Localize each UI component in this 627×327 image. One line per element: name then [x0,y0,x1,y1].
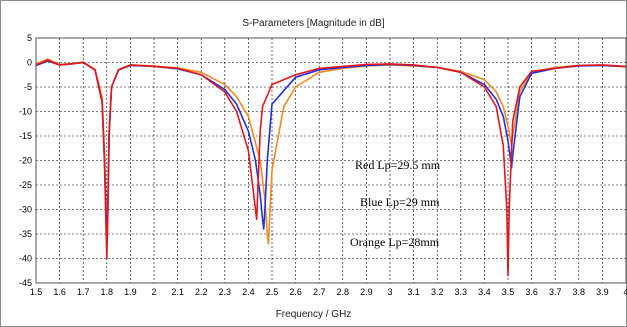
annotation-blue: Blue Lp=29 mm [360,195,440,209]
y-tick-label: -5 [24,82,32,92]
plot-border [35,37,627,284]
y-tick-label: 5 [27,33,32,43]
x-tick-label: 3.4 [478,287,491,297]
y-tick-label: -10 [19,107,32,117]
x-tick-label: 2.1 [171,287,184,297]
x-tick-label: 2.5 [266,287,279,297]
y-tick-label: -40 [19,254,32,264]
y-tick-label: -15 [19,131,32,141]
x-tick-label: 4 [623,287,627,297]
x-tick-label: 2.9 [360,287,373,297]
series-line-red [35,59,627,277]
y-tick-label: -35 [19,229,32,239]
annotation-orange: Orange Lp=28mm [350,235,440,249]
chart-title: S-Parameters [Magnitude in dB] [242,18,385,29]
x-tick-label: 3.1 [407,287,420,297]
x-tick-label: 3.8 [573,287,586,297]
y-tick-labels: 5 0 -5 -10 -15 -20 -25 -30 -35 -40 -45 [19,33,32,288]
x-tick-label: 3.2 [431,287,444,297]
x-tick-label: 2.8 [337,287,350,297]
y-tick-label: -25 [19,180,32,190]
x-tick-label: 2.2 [195,287,208,297]
y-tick-label: -30 [19,205,32,215]
annotation-red: Red Lp=29.5 mm [355,158,441,172]
x-tick-labels: 1.5 1.6 1.7 1.8 1.9 2 2.1 2.2 2.3 2.4 2.5 2.6 2.7 2.8… [30,287,627,297]
y-tick-label: 0 [27,58,32,68]
y-tick-label: -45 [19,278,32,288]
y-tick-label: -20 [19,156,32,166]
x-tick-label: 3.6 [525,287,538,297]
x-tick-label: 1.5 [30,287,43,297]
x-tick-label: 2.7 [313,287,326,297]
x-tick-label: 3.5 [502,287,515,297]
x-tick-label: 2.6 [289,287,302,297]
x-tick-label: 2 [151,287,156,297]
x-tick-label: 2.3 [219,287,232,297]
x-axis-label: Frequency / GHz [275,309,352,320]
x-tick-label: 3.3 [455,287,468,297]
x-tick-label: 1.6 [53,287,66,297]
x-tick-label: 2.4 [242,287,255,297]
x-tick-label: 1.8 [101,287,114,297]
x-tick-label: 3.7 [549,287,562,297]
x-tick-label: 1.7 [77,287,90,297]
x-tick-label: 3.9 [596,287,609,297]
x-tick-label: 1.9 [124,287,137,297]
x-tick-label: 3 [387,287,392,297]
series-group [35,58,627,277]
grid-lines [36,38,626,283]
